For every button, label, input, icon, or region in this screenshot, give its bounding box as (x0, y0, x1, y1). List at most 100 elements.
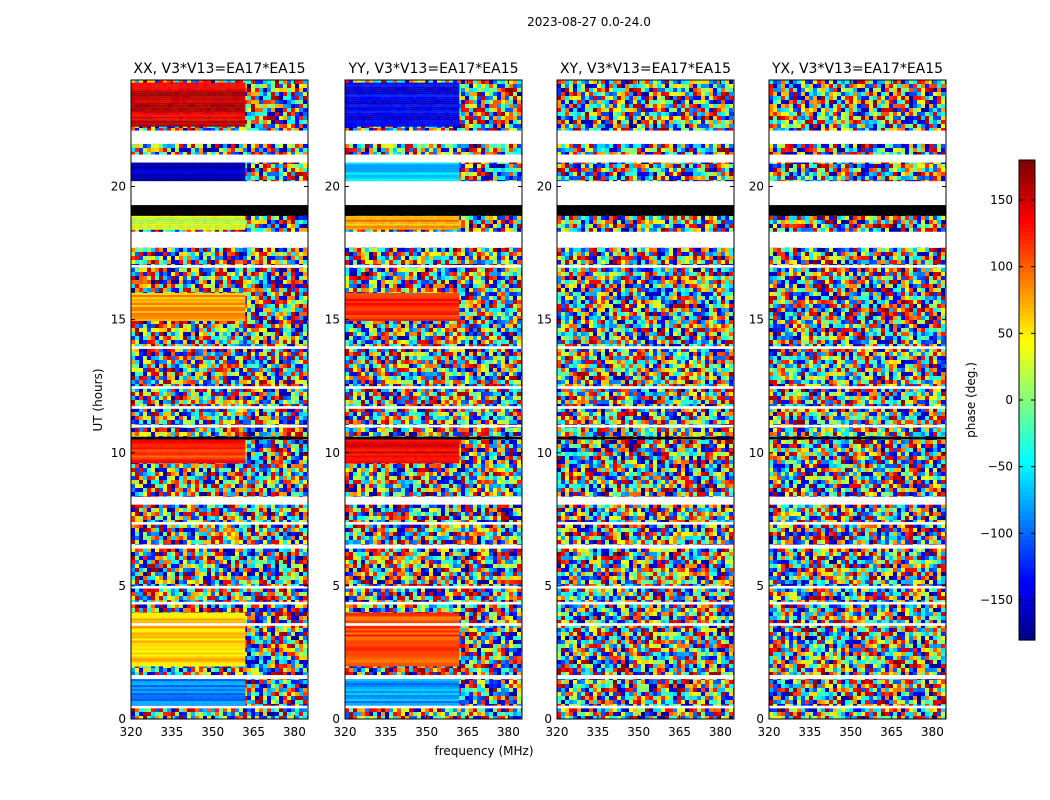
colorbar-label: phase (deg.) (964, 362, 978, 438)
colorbar-segment (1019, 540, 1035, 545)
panel-title: YX, V3*V13=EA17*EA15 (771, 61, 943, 77)
x-tick-label: 350 (627, 725, 650, 739)
y-tick-label: 15 (325, 313, 340, 327)
colorbar-segment (1019, 264, 1035, 269)
no-data-band (131, 406, 308, 409)
colorbar-segment (1019, 436, 1035, 441)
colorbar-segment (1019, 324, 1035, 329)
colorbar-segment (1019, 208, 1035, 213)
x-axis-label: frequency (MHz) (434, 744, 533, 758)
colorbar-segment (1019, 172, 1035, 177)
colorbar-segment (1019, 432, 1035, 437)
colorbar-segment (1019, 476, 1035, 481)
colorbar-segment (1019, 360, 1035, 365)
y-tick-label: 0 (118, 712, 126, 726)
colorbar-segment (1019, 392, 1035, 397)
no-data-band (131, 601, 308, 605)
no-data-band (769, 130, 946, 144)
x-tick-label: 320 (334, 725, 357, 739)
y-tick-label: 20 (111, 180, 126, 194)
colorbar-segment (1019, 352, 1035, 357)
colorbar-segment (1019, 308, 1035, 313)
y-tick-label: 20 (749, 180, 764, 194)
flagged-band (345, 205, 522, 216)
colorbar-segment (1019, 316, 1035, 321)
colorbar-segment (1019, 180, 1035, 185)
colorbar-segment (1019, 472, 1035, 477)
colorbar-segment (1019, 404, 1035, 409)
no-data-band (557, 675, 734, 680)
x-tick-label: 335 (586, 725, 609, 739)
colorbar-segment (1019, 364, 1035, 369)
no-data-band (557, 496, 734, 505)
no-data-band (345, 521, 522, 525)
flagged-band (769, 205, 946, 216)
colorbar-tick-label: −150 (980, 593, 1013, 607)
colorbar-segment (1019, 204, 1035, 209)
x-tick-label: 365 (880, 725, 903, 739)
colorbar-segment (1019, 448, 1035, 453)
colorbar-segment (1019, 388, 1035, 393)
colorbar-segment (1019, 552, 1035, 557)
x-tick-label: 365 (242, 725, 265, 739)
flagged-band (557, 436, 734, 440)
colorbar-segment (1019, 244, 1035, 249)
no-data-band (131, 496, 308, 505)
colorbar-segment (1019, 164, 1035, 169)
colorbar-segment (1019, 528, 1035, 533)
no-data-band (345, 265, 522, 268)
no-data-band (769, 496, 946, 505)
colorbar-segment (1019, 460, 1035, 465)
colorbar-segment (1019, 564, 1035, 569)
colorbar-tick-label: 50 (998, 326, 1013, 340)
y-tick-label: 5 (332, 579, 340, 593)
colorbar-segment (1019, 216, 1035, 221)
x-tick-label: 335 (160, 725, 183, 739)
panel-frame (768, 79, 947, 720)
colorbar-segment (1019, 184, 1035, 189)
panel-yy: YY, V3*V13=EA17*EA15 320 335 350 365 380 0 5 10 1… (325, 61, 523, 739)
no-data-band (131, 705, 308, 709)
no-data-band (345, 623, 522, 626)
colorbar-segment (1019, 444, 1035, 449)
colorbar-segment (1019, 452, 1035, 457)
colorbar-segment (1019, 524, 1035, 529)
phase-heatmap (345, 80, 522, 719)
no-data-band (557, 386, 734, 389)
no-data-band (345, 406, 522, 409)
y-tick-label: 20 (325, 180, 340, 194)
figure-title: 2023-08-27 0.0-24.0 (527, 15, 651, 29)
colorbar-segment (1019, 588, 1035, 593)
no-data-band (769, 585, 946, 589)
colorbar-segment (1019, 340, 1035, 345)
colorbar-segment (1019, 320, 1035, 325)
y-tick-label: 0 (544, 712, 552, 726)
no-data-band (131, 424, 308, 428)
colorbar-segment (1019, 572, 1035, 577)
no-data-band (769, 601, 946, 605)
y-tick-label: 15 (537, 313, 552, 327)
colorbar-segment (1019, 416, 1035, 421)
colorbar-segment (1019, 376, 1035, 381)
colorbar-segment (1019, 200, 1035, 205)
colorbar-segment (1019, 456, 1035, 461)
colorbar-segment (1019, 520, 1035, 525)
no-data-band (131, 521, 308, 525)
colorbar-segment (1019, 260, 1035, 265)
colorbar-segment (1019, 624, 1035, 629)
colorbar-segment (1019, 612, 1035, 617)
flagged-band (345, 436, 522, 440)
colorbar-segment (1019, 596, 1035, 601)
y-tick-label: 10 (537, 446, 552, 460)
colorbar-segment (1019, 248, 1035, 253)
no-data-band (557, 265, 734, 268)
colorbar-segment (1019, 228, 1035, 233)
no-data-band (769, 521, 946, 525)
no-data-band (557, 154, 734, 163)
colorbar-segment (1019, 356, 1035, 361)
no-data-band (345, 346, 522, 349)
colorbar-segment (1019, 628, 1035, 633)
no-data-band (557, 181, 734, 206)
colorbar-segment (1019, 160, 1035, 165)
no-data-band (769, 544, 946, 549)
